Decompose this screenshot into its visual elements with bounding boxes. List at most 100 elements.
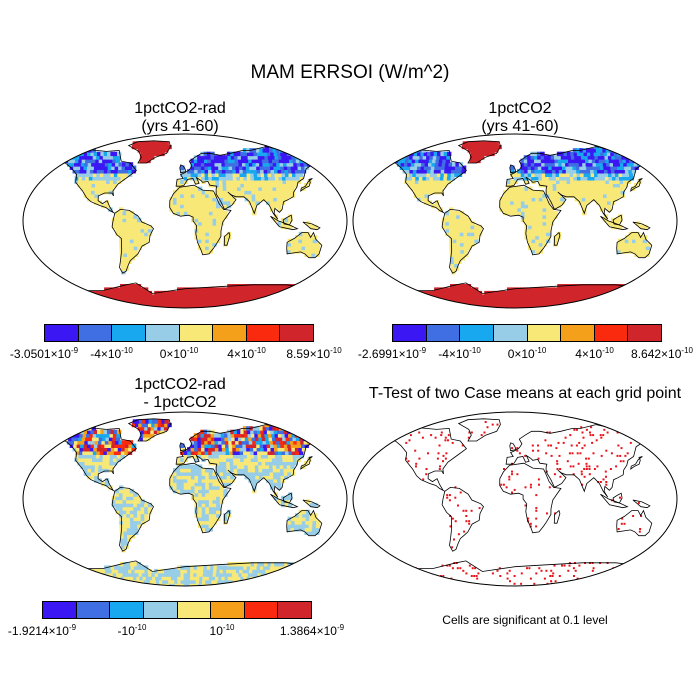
grid-cell [89, 155, 94, 160]
grid-cell [223, 471, 228, 476]
grid-cell [513, 304, 518, 308]
grid-cell [122, 238, 128, 244]
grid-cell [118, 224, 124, 230]
grid-cell [564, 158, 569, 164]
grid-cell [598, 290, 603, 296]
grid-cell [190, 197, 196, 202]
grid-cell [167, 422, 172, 428]
grid-cell [126, 238, 131, 244]
grid-cell [237, 471, 242, 476]
grid-cell [194, 481, 199, 487]
grid-cell [79, 575, 84, 581]
grid-cell [43, 568, 48, 574]
grid-cell [81, 457, 86, 462]
grid-cell [577, 186, 583, 191]
grid-cell [219, 193, 224, 198]
grid-cell [54, 572, 60, 577]
grid-cell [459, 238, 465, 244]
grid-cell [133, 582, 139, 586]
grid-cell [82, 297, 88, 303]
grid-cell [579, 169, 585, 174]
grid-cell [648, 155, 653, 160]
grid-cell [384, 304, 389, 308]
grid-cell [208, 513, 214, 518]
grid-cell [463, 228, 468, 233]
grid-cell [578, 304, 583, 308]
grid-cell [396, 304, 401, 308]
grid-cell [415, 158, 420, 164]
grid-cell [81, 461, 86, 466]
grid-cell [104, 481, 110, 487]
grid-cell [260, 172, 265, 177]
grid-cell [513, 301, 518, 306]
grid-cell [222, 190, 228, 195]
grid-cell [232, 447, 237, 452]
grid-cell [534, 162, 539, 167]
grid-cell [311, 433, 316, 438]
grid-cell [129, 492, 135, 497]
grid-cell [265, 304, 270, 308]
grid-cell [104, 443, 109, 448]
grid-cell [211, 450, 216, 455]
grid-cell [470, 287, 475, 292]
grid-cell [276, 475, 282, 480]
grid-cell [630, 162, 635, 167]
grid-cell [559, 301, 564, 306]
grid-cell [252, 148, 258, 153]
grid-cell [48, 579, 53, 584]
grid-cell [588, 158, 593, 164]
grid-cell [102, 454, 108, 459]
grid-cell [440, 169, 446, 174]
grid-cell [264, 454, 269, 459]
grid-cell [180, 193, 185, 198]
grid-cell [467, 245, 472, 251]
grid-cell [329, 436, 335, 442]
grid-cell [264, 433, 269, 438]
grid-cell [246, 297, 251, 303]
grid-cell [187, 197, 192, 202]
grid-cell [598, 158, 603, 164]
grid-cell [144, 426, 149, 431]
grid-cell [260, 454, 266, 459]
grid-cell [128, 572, 134, 577]
grid-cell [234, 433, 239, 438]
grid-cell [482, 301, 488, 306]
grid-cell [57, 436, 63, 442]
grid-cell [549, 210, 555, 216]
grid-cell [554, 297, 559, 303]
grid-cell [377, 158, 383, 164]
grid-cell [128, 568, 133, 574]
grid-cell [592, 162, 597, 167]
grid-cell [84, 186, 89, 191]
grid-cell [546, 200, 551, 205]
grid-cell [491, 141, 496, 146]
grid-cell [223, 242, 228, 247]
grid-cell [417, 193, 422, 198]
grid-cell [104, 440, 110, 445]
grid-cell [83, 572, 89, 577]
grid-cell [265, 148, 271, 153]
grid-cell [418, 301, 423, 306]
grid-cell [467, 238, 472, 244]
grid-cell [383, 151, 389, 157]
grid-cell [73, 165, 78, 170]
grid-cell [637, 252, 643, 257]
grid-cell [109, 457, 114, 462]
grid-cell [581, 186, 586, 191]
grid-cell [177, 297, 182, 303]
grid-cell [302, 235, 307, 240]
coastline-australia [286, 509, 323, 537]
grid-cell [280, 224, 286, 230]
grid-cell [629, 176, 634, 181]
grid-cell [196, 294, 201, 299]
grid-cell [113, 179, 118, 184]
grid-cell [621, 290, 626, 296]
grid-cell [205, 249, 210, 254]
grid-cell [137, 523, 142, 529]
grid-cell [137, 520, 142, 525]
grid-cell [126, 284, 132, 289]
grid-cell [247, 284, 252, 289]
grid-cell [644, 290, 649, 296]
grid-cell [119, 506, 124, 511]
grid-cell [214, 447, 220, 452]
